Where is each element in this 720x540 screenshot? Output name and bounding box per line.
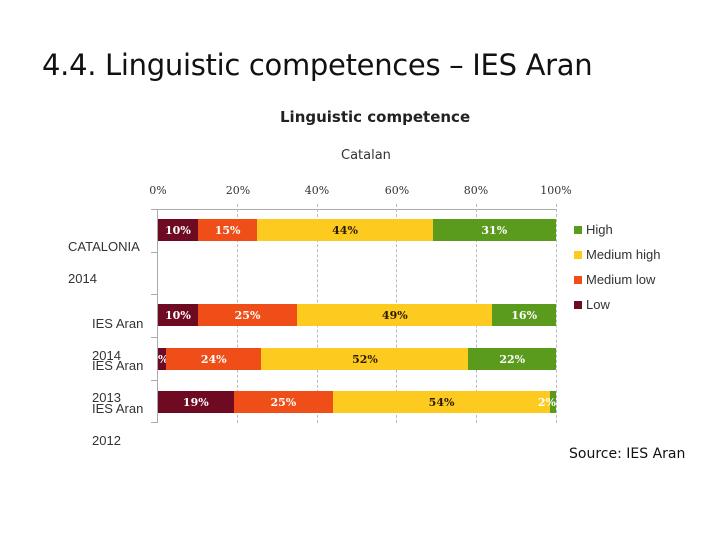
bar-segment-medium-low: 24% (165, 348, 262, 370)
bar-segment-medium-low: 15% (197, 219, 258, 241)
bar-segment-medium-high: 44% (257, 219, 433, 241)
legend-swatch-icon (574, 225, 582, 234)
category-label: CATALONIA 2014 (68, 223, 140, 303)
legend-swatch-icon (574, 300, 582, 309)
bar-segment-medium-high: 54% (333, 391, 551, 413)
category-label-line: 2014 (68, 271, 97, 286)
bar-segment-low: 10% (158, 304, 198, 326)
y-tick (151, 380, 157, 381)
chart-title: Linguistic competence (280, 108, 471, 126)
legend-label: Low (586, 297, 610, 312)
legend-item-low: Low (574, 297, 610, 312)
x-tick-label: 80% (463, 184, 489, 197)
category-label-line: IES Aran (92, 401, 144, 416)
legend-swatch-icon (574, 275, 582, 284)
bar-segment-medium-high: 52% (261, 348, 469, 370)
x-tick-label: 40% (304, 184, 330, 197)
category-label: IES Aran 2013 (92, 342, 143, 422)
bar-ies-aran-2012: 19% 25% 54% 2% (158, 391, 556, 413)
category-label-line: IES Aran (92, 358, 144, 373)
x-tick-label: 100% (540, 184, 572, 197)
category-label-line: 2014 (92, 348, 121, 363)
bar-segment-high: 16% (492, 304, 556, 326)
bar-segment-low: 10% (158, 219, 198, 241)
category-label: IES Aran 2014 (92, 300, 143, 380)
legend-item-medium-high: Medium high (574, 247, 660, 262)
category-label-line: 2013 (92, 390, 121, 405)
bar-ies-aran-2014: 10% 25% 49% 16% (158, 304, 556, 326)
legend-label: Medium low (586, 272, 656, 287)
bar-segment-high: 31% (432, 219, 556, 241)
bar-segment-medium-high: 49% (297, 304, 493, 326)
category-label-line: CATALONIA (68, 239, 140, 254)
legend-item-high: High (574, 222, 613, 237)
category-label: IES Aran 2012 (92, 385, 143, 465)
legend-label: Medium high (586, 247, 661, 262)
bar-segment-high: 2% (538, 391, 556, 413)
gridline (556, 204, 557, 423)
x-tick-label: 0% (149, 184, 167, 197)
bar-segment-high: 22% (468, 348, 556, 370)
legend-label: High (586, 222, 613, 237)
x-tick-label: 60% (384, 184, 410, 197)
bar-ies-aran-2013: % 24% 52% 22% (158, 348, 556, 370)
bar-segment-low: % (158, 348, 168, 370)
legend-item-medium-low: Medium low (574, 272, 655, 287)
y-tick (151, 252, 157, 253)
bar-segment-low: 19% (158, 391, 234, 413)
x-axis-line (157, 209, 557, 210)
legend-swatch-icon (574, 250, 582, 259)
category-label-line: IES Aran (92, 316, 144, 331)
y-tick (151, 337, 157, 338)
y-tick (151, 294, 157, 295)
bar-catalonia-2014: 10% 15% 44% 31% (158, 219, 556, 241)
chart-subtitle: Catalan (341, 148, 391, 163)
y-tick (151, 209, 157, 210)
y-axis-line (157, 209, 158, 423)
bar-segment-medium-low: 25% (233, 391, 334, 413)
slide-title: 4.4. Linguistic competences – IES Aran (42, 48, 593, 82)
x-tick-label: 20% (225, 184, 251, 197)
source-note: Source: IES Aran (569, 446, 686, 462)
category-label-line: 2012 (92, 433, 121, 448)
bar-segment-medium-low: 25% (197, 304, 298, 326)
y-tick (151, 422, 157, 423)
